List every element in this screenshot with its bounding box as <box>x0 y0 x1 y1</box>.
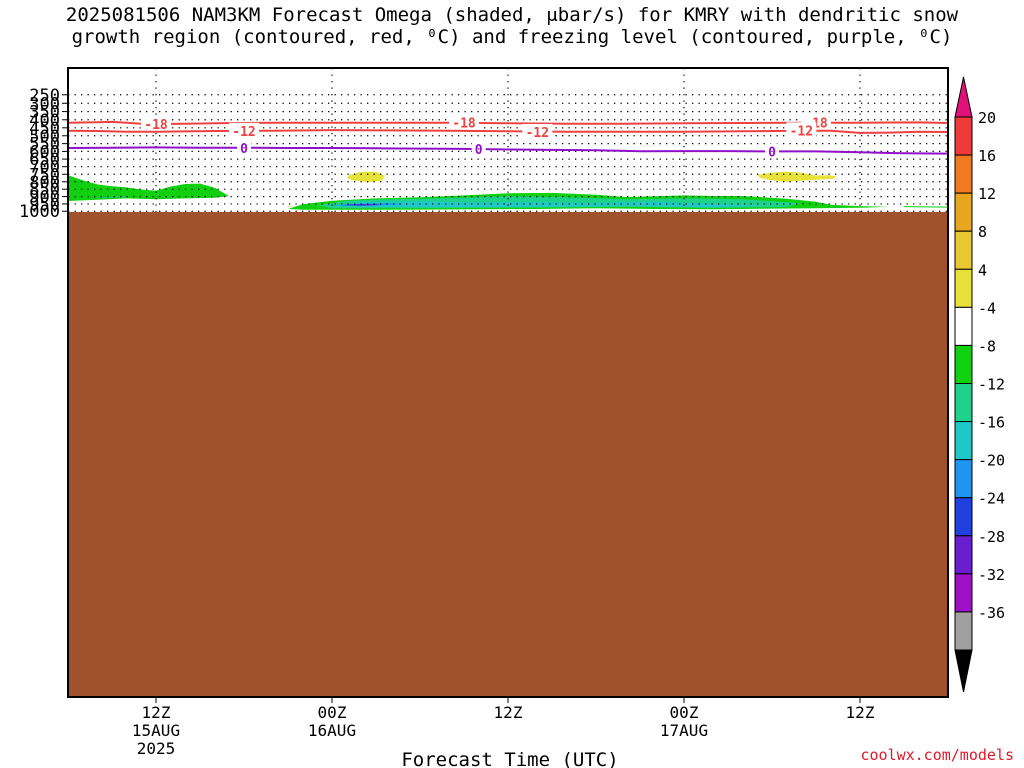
colorbar: 20 16 12 8 4 -4 -8 -12 -16 -20 -24 -28 -32 -36 <box>954 76 1005 693</box>
y-tick-label: 900 <box>29 188 60 208</box>
omega-region-5 <box>97 196 127 198</box>
contour-label-bg <box>786 122 817 138</box>
colorbar-tick-label: -20 <box>978 452 1005 470</box>
y-tick-label: 650 <box>29 150 60 170</box>
contour-label: -18 <box>452 116 476 131</box>
colorbar-bin <box>954 306 973 346</box>
y-tick-label: 700 <box>29 158 60 178</box>
colorbar-tick-label: -4 <box>978 299 996 317</box>
contour-line-dendritic-0 <box>67 120 949 126</box>
contour-label-bg <box>471 141 486 157</box>
contour-label-bg <box>229 122 259 138</box>
chart-title-line-2: growth region (contoured, red, ⁰C) and f… <box>71 26 953 48</box>
contour-label: -12 <box>790 124 813 139</box>
x-tick-label: 15AUG <box>132 721 180 740</box>
axes: 2503003504004505005506006507007508008509… <box>19 67 949 758</box>
omega-region-4 <box>332 201 772 208</box>
colorbar-bin <box>954 421 973 461</box>
colorbar-bottom-arrow <box>954 649 973 693</box>
y-tick-label: 300 <box>29 94 60 114</box>
x-axis-label: Forecast Time (UTC) <box>401 749 618 768</box>
colorbar-bin <box>954 192 973 232</box>
colorbar-bin <box>954 383 973 423</box>
colorbar-bin <box>954 611 973 651</box>
y-tick-label: 600 <box>29 142 60 162</box>
colorbar-bin <box>954 573 973 613</box>
omega-shading <box>68 171 948 210</box>
colorbar-tick-label: 20 <box>978 109 996 127</box>
contour-label-bg <box>237 139 251 155</box>
ground-fill <box>68 211 948 697</box>
colorbar-tick-label: 4 <box>978 261 987 279</box>
ground-layer <box>68 211 948 697</box>
omega-region-8 <box>349 204 376 206</box>
y-tick-label: 1000 <box>19 202 60 222</box>
colorbar-bin <box>954 535 973 575</box>
contour-label: 0 <box>768 145 776 160</box>
y-tick-label: 400 <box>29 111 60 131</box>
contour-label-bg <box>522 123 553 139</box>
omega-region-11 <box>286 206 293 207</box>
colorbar-tick-label: -12 <box>978 376 1005 394</box>
chart-title-line-1: 2025081506 NAM3KM Forecast Omega (shaded… <box>65 4 959 26</box>
contour-label-bg <box>449 114 479 130</box>
y-tick-label: 250 <box>29 86 60 106</box>
omega-region-10 <box>757 171 837 182</box>
colorbar-tick-label: -32 <box>978 566 1005 584</box>
colorbar-bin <box>954 230 973 270</box>
y-tick-label: 500 <box>29 127 60 147</box>
omega-region-2 <box>904 206 948 208</box>
y-tick-label: 800 <box>29 173 60 193</box>
colorbar-top-arrow <box>954 76 973 118</box>
colorbar-tick-label: -36 <box>978 604 1005 622</box>
x-tick-label: 2025 <box>137 739 176 758</box>
x-tick-label: 12Z <box>142 703 171 722</box>
plot-frame <box>67 67 949 698</box>
x-tick-label: 00Z <box>318 703 347 722</box>
credit-link[interactable]: coolwx.com/models <box>860 746 1014 764</box>
y-tick-label: 850 <box>29 180 60 200</box>
x-tick-label: 00Z <box>670 703 699 722</box>
colorbar-tick-label: 16 <box>978 147 996 165</box>
colorbar-tick-label: 12 <box>978 185 996 203</box>
y-tick-label: 450 <box>29 119 60 139</box>
colorbar-bin <box>954 344 973 384</box>
contour-label-bg <box>141 116 171 132</box>
y-tick-label: 550 <box>29 135 60 155</box>
x-tick-label: 12Z <box>846 703 875 722</box>
colorbar-bin <box>954 154 973 194</box>
chart-title: 2025081506 NAM3KM Forecast Omega (shaded… <box>0 4 1024 48</box>
x-tick-label: 16AUG <box>308 721 356 740</box>
contour-label: -18 <box>144 118 168 133</box>
colorbar-tick-label: -8 <box>978 337 996 355</box>
contour-line-freezing-2 <box>67 146 949 155</box>
contour-label-bg <box>765 143 779 159</box>
colorbar-bin <box>954 459 973 499</box>
colorbar-tick-label: 8 <box>978 223 987 241</box>
y-tick-label: 350 <box>29 103 60 123</box>
x-tick-label: 12Z <box>494 703 523 722</box>
colorbar-bin <box>954 116 973 156</box>
colorbar-tick-label: -24 <box>978 490 1005 508</box>
contour-label: 0 <box>240 142 248 157</box>
contour-label: 0 <box>475 143 483 158</box>
contour-label: -12 <box>526 126 549 141</box>
colorbar-tick-label: -28 <box>978 528 1005 546</box>
omega-region-0 <box>68 175 230 201</box>
contour-label: -12 <box>232 125 255 140</box>
y-tick-label: 750 <box>29 165 60 185</box>
omega-region-9 <box>346 171 385 183</box>
colorbar-tick-label: -16 <box>978 414 1005 432</box>
pressure-grid <box>68 68 948 697</box>
colorbar-bin <box>954 268 973 308</box>
y-tick-label: 950 <box>29 195 60 215</box>
colorbar-bin <box>954 497 973 537</box>
x-tick-label: 17AUG <box>660 721 708 740</box>
